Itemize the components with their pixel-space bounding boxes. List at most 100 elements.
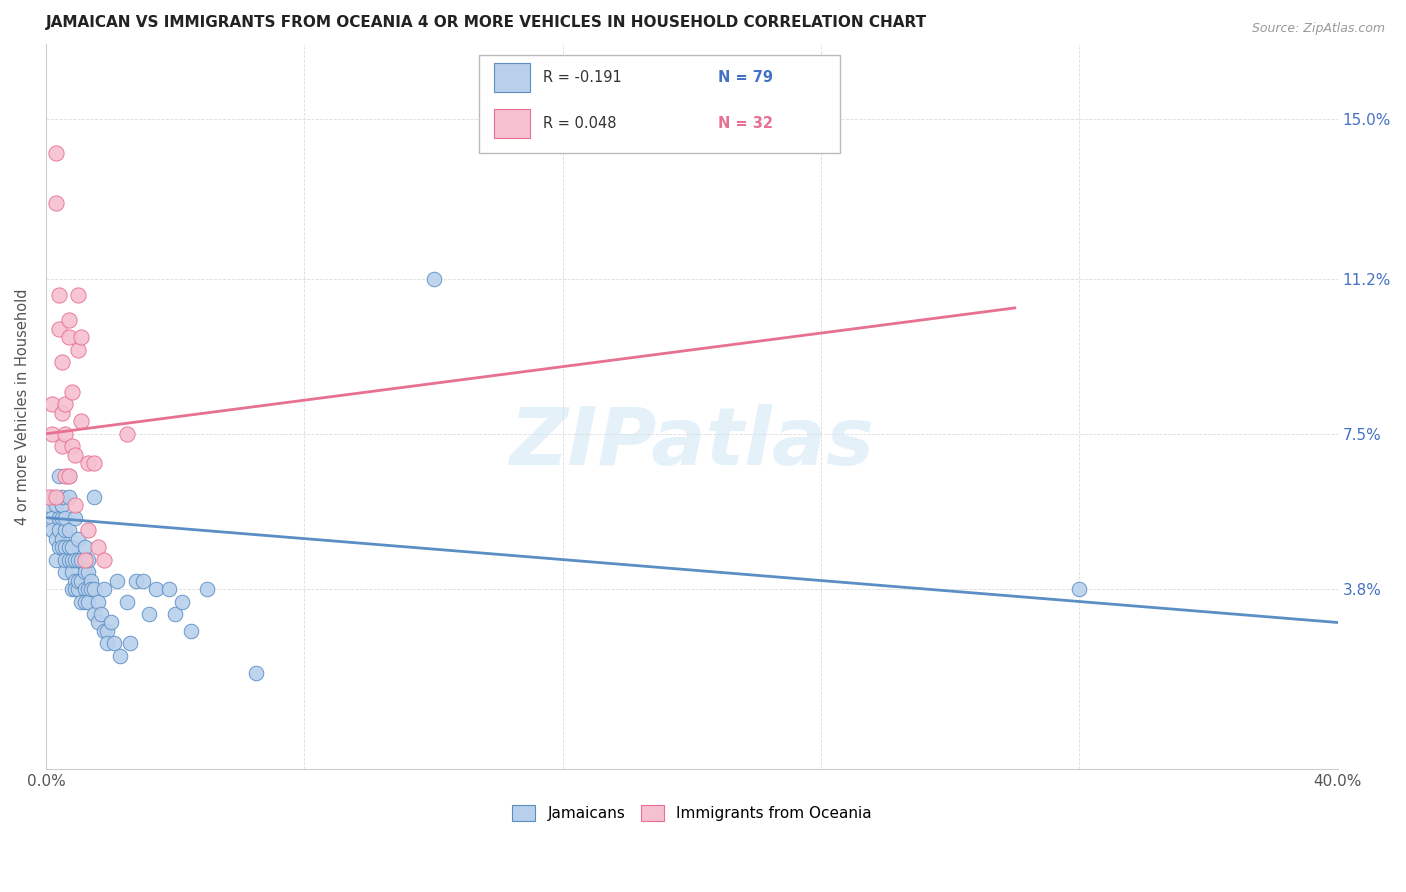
Point [70, 330, 93, 344]
Point [70, 594, 93, 608]
Y-axis label: 4 or more Vehicles in Household: 4 or more Vehicles in Household [15, 288, 30, 524]
Point [58, 468, 80, 483]
Text: Source: ZipAtlas.com: Source: ZipAtlas.com [1251, 22, 1385, 36]
Point [58, 523, 80, 537]
Point [70, 574, 93, 588]
Point [90, 607, 112, 621]
Point [73, 540, 96, 554]
Point [58, 330, 80, 344]
Point [93, 582, 115, 596]
Point [77, 594, 100, 608]
Point [67, 532, 90, 546]
Point [80, 582, 103, 596]
Point [48, 322, 70, 336]
Point [53, 510, 76, 524]
Point [73, 552, 96, 566]
Point [73, 565, 96, 579]
Point [422, 271, 444, 285]
Point [41, 510, 63, 524]
Point [77, 552, 100, 566]
Point [63, 582, 86, 596]
Point [63, 498, 86, 512]
Text: JAMAICAN VS IMMIGRANTS FROM OCEANIA 4 OR MORE VEHICLES IN HOUSEHOLD CORRELATION : JAMAICAN VS IMMIGRANTS FROM OCEANIA 4 OR… [46, 15, 927, 30]
Point [63, 510, 86, 524]
Point [48, 540, 70, 554]
Point [77, 456, 100, 470]
Point [83, 490, 105, 504]
Point [60, 565, 83, 579]
Point [41, 426, 63, 441]
Point [51, 439, 73, 453]
Point [77, 523, 100, 537]
Point [103, 636, 125, 650]
FancyBboxPatch shape [478, 54, 841, 153]
Point [165, 607, 187, 621]
Point [157, 582, 180, 596]
Point [53, 468, 76, 483]
Point [63, 574, 86, 588]
Point [73, 594, 96, 608]
Point [86, 594, 108, 608]
Point [45, 552, 67, 566]
Point [60, 439, 83, 453]
Text: ZIPatlas: ZIPatlas [509, 404, 875, 482]
Text: R = 0.048: R = 0.048 [543, 116, 617, 131]
FancyBboxPatch shape [495, 109, 530, 138]
Point [58, 540, 80, 554]
Point [1069, 582, 1091, 596]
Point [51, 490, 73, 504]
Point [70, 552, 93, 566]
Point [51, 532, 73, 546]
Point [83, 456, 105, 470]
Point [48, 510, 70, 524]
Point [58, 490, 80, 504]
Text: R = -0.191: R = -0.191 [543, 70, 621, 86]
Point [51, 355, 73, 369]
Point [58, 313, 80, 327]
Point [245, 665, 267, 680]
Point [45, 490, 67, 504]
Point [45, 498, 67, 512]
Point [48, 288, 70, 302]
Point [38, 498, 60, 512]
Point [41, 397, 63, 411]
Point [83, 607, 105, 621]
Point [45, 532, 67, 546]
Point [170, 594, 193, 608]
Point [60, 552, 83, 566]
Point [83, 582, 105, 596]
Point [48, 523, 70, 537]
Point [86, 615, 108, 630]
Point [45, 196, 67, 211]
Text: N = 32: N = 32 [717, 116, 773, 131]
Point [45, 145, 67, 160]
Point [138, 607, 160, 621]
Point [86, 540, 108, 554]
Point [53, 397, 76, 411]
Point [115, 426, 138, 441]
Point [100, 615, 122, 630]
Point [67, 574, 90, 588]
Legend: Jamaicans, Immigrants from Oceania: Jamaicans, Immigrants from Oceania [506, 798, 877, 827]
Point [80, 574, 103, 588]
Point [125, 574, 148, 588]
Point [145, 582, 167, 596]
Point [67, 343, 90, 357]
Point [96, 624, 118, 638]
Point [96, 636, 118, 650]
Point [67, 552, 90, 566]
Point [51, 498, 73, 512]
Point [132, 574, 155, 588]
Point [93, 552, 115, 566]
Text: N = 79: N = 79 [717, 70, 773, 86]
Point [197, 582, 219, 596]
FancyBboxPatch shape [495, 63, 530, 92]
Point [58, 552, 80, 566]
Point [115, 594, 138, 608]
Point [70, 414, 93, 428]
Point [67, 582, 90, 596]
Point [110, 648, 132, 663]
Point [51, 510, 73, 524]
Point [53, 523, 76, 537]
Point [53, 552, 76, 566]
